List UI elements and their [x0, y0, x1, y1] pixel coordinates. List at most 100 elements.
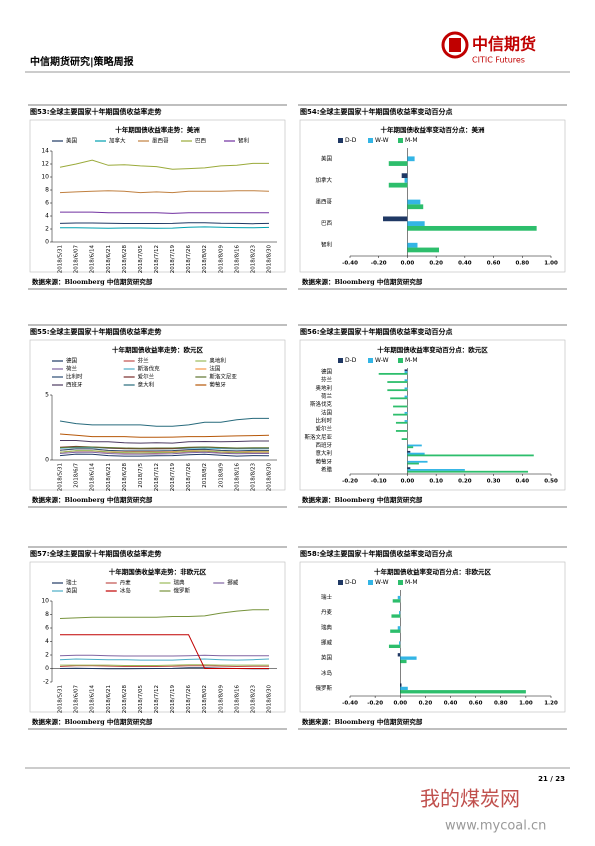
x-tick-label: 2018/7/12	[154, 685, 160, 713]
x-tick-label: 2018/6/28	[122, 245, 128, 274]
bar	[407, 450, 411, 453]
category-label: 瑞士	[321, 593, 333, 601]
figure-caption: 图53:全球主要国家十年期国债收益率走势	[30, 107, 162, 116]
bar	[398, 611, 401, 615]
figure-caption: 图54:全球主要国家十年期国债收益率变动百分点	[300, 107, 453, 116]
bar	[404, 369, 408, 372]
category-label: 奥地利	[315, 384, 332, 392]
category-label: 丹麦	[321, 608, 333, 616]
y-tick-label: 0	[45, 239, 49, 246]
bar	[401, 438, 408, 440]
x-tick-label: -0.20	[342, 479, 358, 485]
legend-label: 比利时	[66, 373, 83, 381]
x-tick-label: 0.00	[401, 479, 415, 485]
bar	[407, 247, 440, 253]
x-tick-label: 2018/8/23	[250, 685, 256, 714]
chart-title: 十年期国债收益率变动百分点：欧元区	[377, 345, 488, 354]
logo-en: CITIC Futures	[472, 56, 525, 65]
bar	[407, 199, 421, 205]
chart-title: 十年期国债收益率走势：欧元区	[112, 345, 204, 354]
category-label: 加拿大	[315, 176, 332, 184]
x-tick-label: 0.30	[487, 479, 501, 485]
y-tick-label: 12	[41, 161, 49, 168]
category-label: 荷兰	[321, 392, 333, 400]
series-line	[60, 211, 269, 214]
legend-label: 葡萄牙	[209, 381, 226, 389]
category-label: 巴西	[321, 220, 333, 227]
category-label: 意大利	[315, 449, 332, 457]
bar	[393, 405, 408, 408]
bar	[391, 614, 401, 618]
bar	[407, 242, 418, 248]
x-tick-label: 2018/7/12	[154, 463, 160, 491]
x-tick-label: 0.80	[515, 261, 529, 267]
legend-label: 瑞士	[66, 579, 78, 587]
chart-frame	[29, 339, 286, 491]
bar	[404, 420, 408, 422]
bar	[407, 470, 529, 473]
category-label: 斯洛文尼亚	[304, 433, 332, 441]
legend-label: W-W	[375, 137, 389, 144]
x-tick-label: 2018/6/21	[106, 245, 112, 273]
watermark: 我的煤炭网	[420, 787, 520, 811]
legend-label: 意大利	[138, 381, 155, 389]
page-number: 21 / 23	[538, 775, 565, 783]
bar	[395, 430, 408, 432]
bar	[407, 221, 425, 226]
x-tick-label: 2018/6/28	[122, 685, 128, 714]
x-tick-label: 2018/7/05	[138, 685, 144, 714]
category-label: 比利时	[315, 417, 332, 425]
series-line	[59, 190, 270, 194]
bar	[400, 656, 417, 660]
chart-frame	[29, 119, 286, 273]
figure-caption: 图57:全球主要国家十年期国债收益率走势	[30, 549, 162, 558]
legend-label: 奥地利	[209, 357, 226, 365]
series-line	[59, 658, 270, 661]
figure-source: 数据来源：Bloomberg 中信期货研究部	[302, 277, 423, 286]
legend-label: M-M	[405, 357, 418, 364]
category-label: 墨西哥	[315, 199, 332, 206]
legend-label: D-D	[345, 137, 357, 144]
bar	[404, 379, 408, 382]
chart-frame	[29, 561, 286, 713]
x-tick-label: 2018/6/14	[90, 685, 96, 714]
x-tick-label: 2018/7/05	[138, 245, 144, 274]
y-tick-label: 10	[41, 598, 49, 605]
bar	[407, 452, 425, 455]
x-tick-label: 2018/5/31	[58, 463, 64, 491]
series-line	[59, 222, 270, 225]
x-tick-label: 2018/8/30	[266, 685, 272, 714]
x-tick-label: 2018/6/28	[122, 463, 128, 492]
x-tick-label: 2018/7/19	[170, 685, 176, 714]
series-line	[60, 440, 269, 444]
x-tick-label: 0.00	[401, 261, 415, 267]
logo-cn: 中信期货	[472, 35, 536, 54]
bar	[388, 182, 408, 188]
bar	[393, 413, 408, 416]
bar	[387, 389, 408, 392]
bar	[397, 626, 401, 630]
legend-label: D-D	[345, 357, 357, 364]
x-tick-label: 2018/8/23	[250, 463, 256, 492]
x-tick-label: 2018/8/2	[202, 463, 208, 488]
bar	[397, 653, 401, 657]
legend-label: 斯洛伐克	[138, 365, 161, 373]
legend-label: 荷兰	[66, 365, 78, 373]
bar	[387, 381, 408, 383]
legend-label: 斯洛文尼亚	[209, 373, 237, 381]
x-tick-label: -0.40	[342, 701, 358, 707]
bar	[407, 444, 422, 447]
category-label: 美国	[321, 154, 333, 162]
x-tick-label: 2018/8/02	[202, 245, 208, 273]
figure-source: 数据来源：Bloomberg 中信期货研究部	[32, 277, 153, 286]
x-tick-label: -0.10	[371, 479, 387, 485]
bar	[407, 204, 424, 210]
legend-label: 英国	[66, 587, 78, 595]
series-line	[59, 448, 269, 452]
category-label: 挪威	[321, 639, 333, 647]
legend-label: 西班牙	[66, 381, 83, 389]
x-tick-label: 0.00	[393, 701, 407, 707]
x-tick-label: 2018/8/09	[218, 685, 224, 714]
legend-label: 俄罗斯	[174, 587, 191, 595]
series-line	[60, 664, 269, 666]
